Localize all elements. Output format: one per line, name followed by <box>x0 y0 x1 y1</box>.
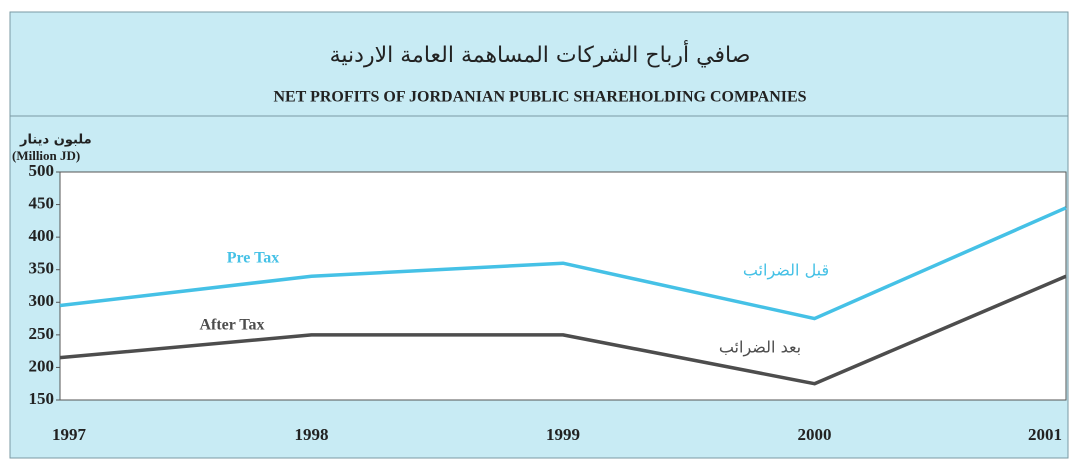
series-line <box>59 274 1067 386</box>
chart-title: صافي أرباح الشركات المساهمة العامة الارد… <box>330 40 751 68</box>
x-tick-label: 1999 <box>546 425 580 444</box>
y-tick-label: 500 <box>29 161 55 180</box>
x-tick-label: 2000 <box>798 425 832 444</box>
series-label: After Tax <box>199 317 264 334</box>
y-tick-label: 200 <box>29 356 55 375</box>
annotation: بعد الضرائب <box>719 338 801 358</box>
x-tick-label: 1998 <box>295 425 329 444</box>
y-tick-label: 400 <box>29 226 55 245</box>
x-tick-label: 1997 <box>52 425 87 444</box>
y-tick-label: 350 <box>29 259 55 278</box>
plot-area <box>59 171 1067 401</box>
series-line <box>59 206 1067 321</box>
x-tick-label: 2001 <box>1028 425 1062 444</box>
y-tick-label: 300 <box>29 291 55 310</box>
y-tick-label: 150 <box>29 389 55 408</box>
annotation: قبل الضرائب <box>743 261 829 281</box>
y-tick-label: 450 <box>29 193 55 212</box>
y-tick-label: 250 <box>29 324 55 343</box>
y-axis-label: ملبون دينار <box>19 133 92 148</box>
chart-subtitle: NET PROFITS OF JORDANIAN PUBLIC SHAREHOL… <box>273 89 806 106</box>
series-label: Pre Tax <box>227 250 280 267</box>
y-axis-label: (Million JD) <box>12 148 80 163</box>
